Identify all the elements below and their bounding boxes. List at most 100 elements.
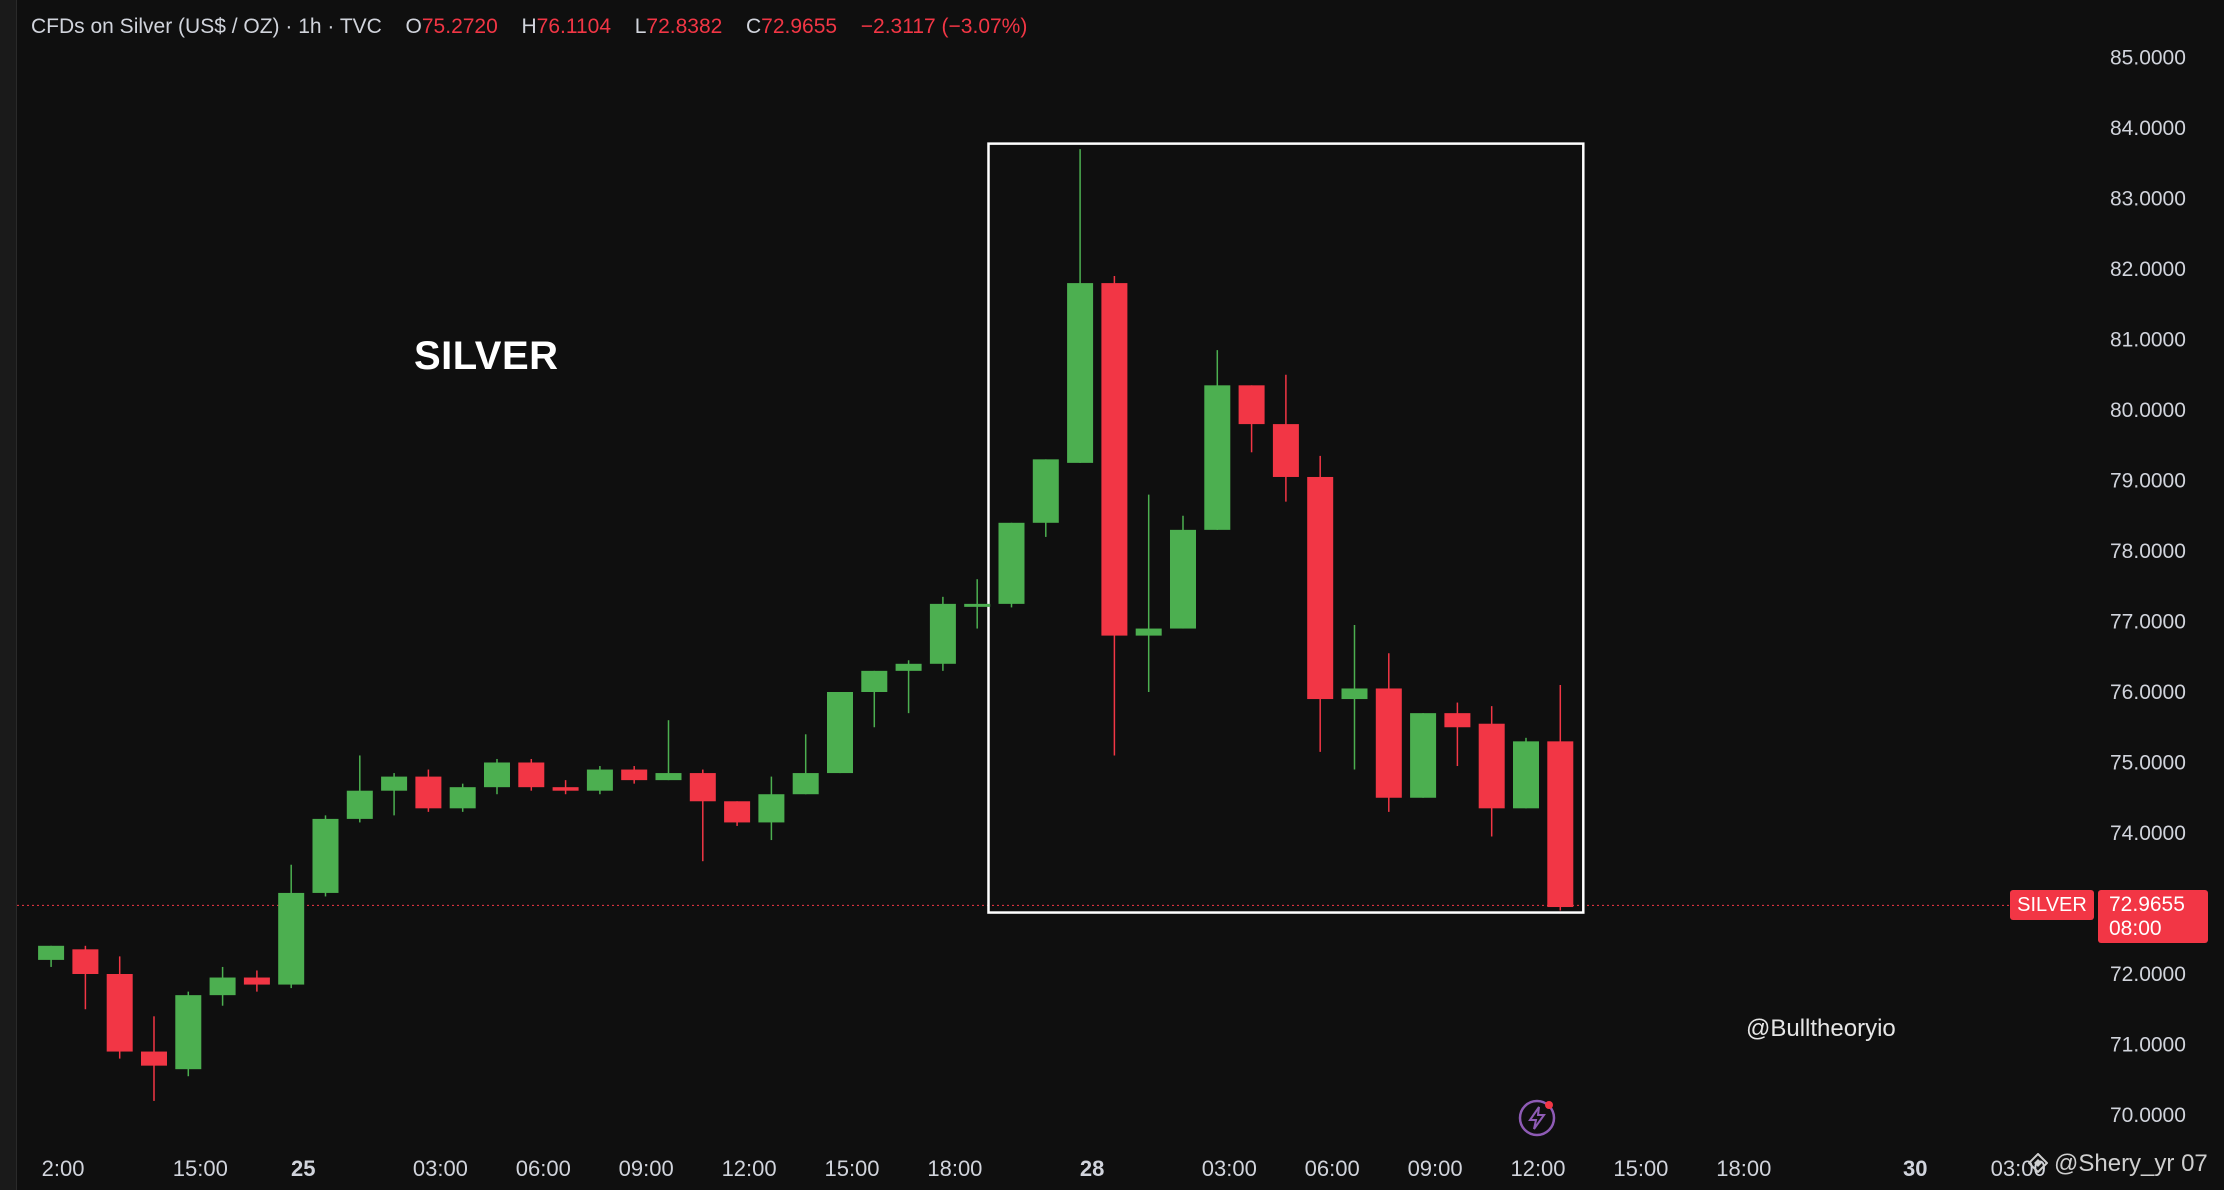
candle-body bbox=[1341, 688, 1368, 700]
candle bbox=[518, 758, 545, 791]
candle bbox=[655, 720, 682, 781]
candle-body bbox=[449, 787, 476, 809]
candle-body bbox=[895, 663, 922, 671]
candle bbox=[586, 766, 613, 795]
candle-body bbox=[621, 769, 648, 781]
open-value: 75.2720 bbox=[421, 15, 498, 38]
candle-body bbox=[689, 773, 716, 802]
candles bbox=[38, 149, 1574, 1101]
candle bbox=[895, 660, 922, 714]
candle bbox=[38, 945, 65, 967]
candle bbox=[792, 734, 819, 795]
symbol-price-label: SILVER bbox=[2010, 890, 2094, 920]
candle bbox=[1101, 276, 1128, 756]
time-tick-label: 09:00 bbox=[1408, 1156, 1463, 1181]
high-value: 76.1104 bbox=[536, 15, 612, 38]
open-label: O bbox=[405, 15, 422, 38]
candle-body bbox=[1169, 529, 1196, 629]
candle bbox=[964, 579, 991, 629]
candle-body bbox=[1547, 741, 1574, 908]
time-tick-label: 15:00 bbox=[173, 1156, 228, 1181]
candle bbox=[1204, 350, 1231, 530]
candle-body bbox=[724, 801, 751, 823]
candle bbox=[1135, 494, 1162, 692]
candle bbox=[1375, 653, 1402, 812]
time-tick-label: 18:00 bbox=[927, 1156, 982, 1181]
candle-body bbox=[1032, 459, 1059, 523]
low-label: L bbox=[634, 15, 647, 38]
candle-body bbox=[175, 995, 202, 1070]
price-tick-label: 77.0000 bbox=[2110, 611, 2186, 634]
candle-body bbox=[38, 945, 65, 960]
candle bbox=[1272, 374, 1299, 502]
symbol-legend[interactable]: CFDs on Silver (US$ / OZ) · 1h · TVC O75… bbox=[31, 15, 1027, 39]
candle-body bbox=[278, 892, 305, 985]
candle-body bbox=[518, 762, 545, 788]
time-tick-label: 18:00 bbox=[1716, 1156, 1771, 1181]
candle bbox=[140, 1016, 167, 1101]
candle-body bbox=[1067, 283, 1094, 463]
price-tick-label: 78.0000 bbox=[2110, 540, 2186, 563]
candle bbox=[449, 783, 476, 812]
candle-body bbox=[655, 773, 682, 781]
candle-body bbox=[1444, 713, 1471, 728]
candle bbox=[929, 596, 956, 671]
candle-body bbox=[758, 794, 785, 823]
price-tick-label: 70.0000 bbox=[2110, 1104, 2186, 1127]
price-tick-label: 79.0000 bbox=[2110, 470, 2186, 493]
candle-body bbox=[1478, 723, 1505, 809]
candle bbox=[861, 670, 888, 728]
candle bbox=[209, 966, 236, 1006]
candle bbox=[243, 970, 270, 992]
instrument-title: CFDs on Silver (US$ / OZ) · 1h · TVC bbox=[31, 15, 382, 38]
lightning-icon[interactable] bbox=[1517, 1098, 1557, 1138]
candle bbox=[1238, 385, 1265, 453]
candle-body bbox=[586, 769, 613, 791]
time-tick-label: 2:00 bbox=[42, 1156, 85, 1181]
change-value: −2.3117 (−3.07%) bbox=[860, 15, 1028, 38]
close-label: C bbox=[746, 15, 762, 38]
price-tick-label: 76.0000 bbox=[2110, 681, 2186, 704]
time-tick-label: 06:00 bbox=[516, 1156, 571, 1181]
candle bbox=[346, 755, 373, 823]
candle bbox=[312, 815, 339, 897]
price-tick-label: 85.0000 bbox=[2110, 47, 2186, 70]
candle-body bbox=[1101, 283, 1128, 636]
time-tick-label: 09:00 bbox=[619, 1156, 674, 1181]
candle-body bbox=[552, 787, 579, 791]
credit-text: @Shery_yr 07 bbox=[2028, 1150, 2208, 1178]
price-tick-label: 72.0000 bbox=[2110, 963, 2186, 986]
close-value: 72.9655 bbox=[761, 15, 838, 38]
candle bbox=[724, 801, 751, 826]
price-tick-label: 82.0000 bbox=[2110, 258, 2186, 281]
candle-body bbox=[346, 790, 373, 819]
candle-body bbox=[998, 522, 1025, 604]
candle-body bbox=[1135, 628, 1162, 636]
candle-body bbox=[1512, 741, 1539, 809]
candle-body bbox=[1375, 688, 1402, 798]
price-tick-label: 74.0000 bbox=[2110, 822, 2186, 845]
time-tick-label: 25 bbox=[291, 1156, 315, 1181]
price-tick-label: 83.0000 bbox=[2110, 188, 2186, 211]
candle-body bbox=[1272, 424, 1299, 477]
low-value: 72.8382 bbox=[646, 15, 723, 38]
candle-body bbox=[826, 692, 853, 774]
time-tick-label: 15:00 bbox=[1613, 1156, 1668, 1181]
candle-body bbox=[964, 603, 991, 607]
time-tick-label: 12:00 bbox=[722, 1156, 777, 1181]
candle bbox=[1067, 149, 1094, 463]
price-axis[interactable]: 70.0000 71.0000 72.0000 74.0000 75.0000 76.00… bbox=[2110, 47, 2186, 1128]
bar-countdown: 08:00 bbox=[2109, 917, 2162, 940]
time-tick-label: 30 bbox=[1903, 1156, 1927, 1181]
candle bbox=[1341, 625, 1368, 770]
price-tick-label: 75.0000 bbox=[2110, 752, 2186, 775]
credit-handle: @Shery_yr 07 bbox=[2054, 1150, 2208, 1177]
time-tick-label: 03:00 bbox=[413, 1156, 468, 1181]
time-axis[interactable]: 2:00 15:00 25 03:00 06:00 09:00 12:00 15:00 18:0… bbox=[42, 1156, 2046, 1181]
candle bbox=[1512, 737, 1539, 809]
candle bbox=[621, 766, 648, 784]
candle-body bbox=[381, 776, 408, 791]
candle bbox=[552, 780, 579, 795]
price-tick-label: 80.0000 bbox=[2110, 399, 2186, 422]
